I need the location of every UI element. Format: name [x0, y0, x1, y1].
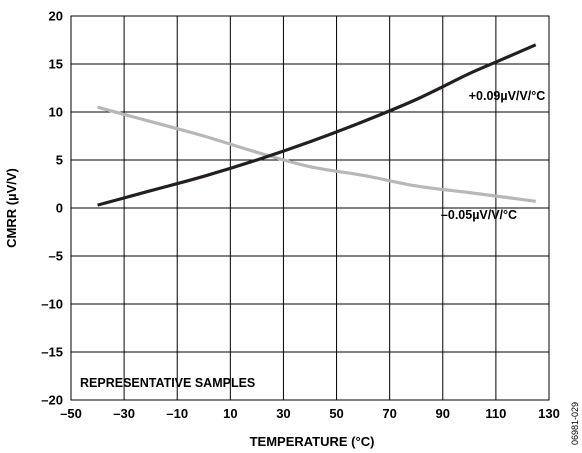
- x-axis-label: TEMPERATURE (°C): [250, 434, 375, 449]
- x-tick-label: 50: [329, 406, 343, 421]
- plot-frame: [70, 15, 550, 401]
- y-tick-label: 10: [49, 105, 63, 120]
- x-tick-label: 30: [276, 406, 290, 421]
- y-tick-labels: –20 –15 –10 –5 0 5 10 15 20: [41, 9, 63, 408]
- y-tick-label: –10: [41, 297, 63, 312]
- series-line-positive-tc: [97, 43, 537, 207]
- series-lines: [97, 43, 537, 207]
- x-tick-label: 70: [382, 406, 396, 421]
- y-tick-label: 20: [49, 9, 63, 24]
- x-tick-label: –10: [166, 406, 188, 421]
- x-tick-label: –50: [60, 406, 82, 421]
- annotation-positive-tc: +0.09µV/V/°C: [469, 89, 545, 103]
- figure-code: 06981-029: [570, 402, 580, 445]
- y-tick-label: –5: [49, 249, 63, 264]
- x-tick-label: 130: [538, 406, 560, 421]
- y-tick-label: –20: [41, 393, 63, 408]
- x-tick-label: –30: [113, 406, 135, 421]
- y-tick-label: 5: [56, 153, 63, 168]
- x-tick-labels: –50 –30 –10 10 30 50 70 90 110 130: [60, 406, 560, 421]
- series-line-negative-tc: [97, 105, 536, 203]
- grid: [71, 16, 549, 400]
- x-tick-label: 90: [436, 406, 450, 421]
- x-tick-label: 10: [223, 406, 237, 421]
- y-axis-label: CMRR (µV/V): [4, 168, 19, 248]
- y-tick-label: 15: [49, 57, 63, 72]
- y-tick-label: 0: [56, 201, 63, 216]
- representative-samples-label: REPRESENTATIVE SAMPLES: [80, 376, 255, 390]
- x-tick-label: 110: [485, 406, 506, 421]
- y-tick-label: –15: [41, 345, 63, 360]
- annotation-negative-tc: –0.05µV/V/°C: [441, 208, 517, 222]
